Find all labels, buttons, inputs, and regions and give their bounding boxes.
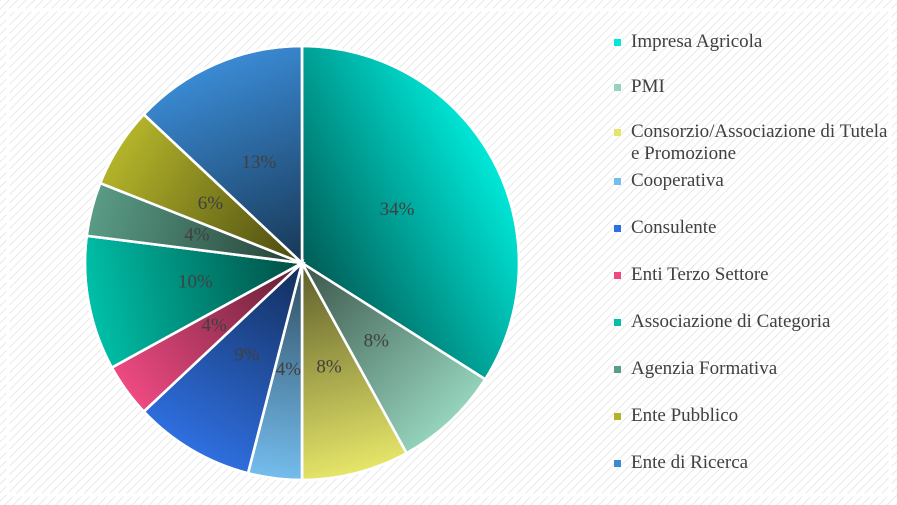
legend-item: Impresa Agricola <box>614 31 894 53</box>
legend-label: PMI <box>631 76 665 97</box>
legend-swatch <box>614 319 621 326</box>
legend-swatch <box>614 272 621 279</box>
legend-swatch <box>614 39 621 46</box>
frame <box>6 8 892 497</box>
legend-item: Ente Pubblico <box>614 405 894 427</box>
legend-item: Enti Terzo Settore <box>614 264 894 286</box>
legend-swatch <box>614 129 621 136</box>
data-label: 13% <box>241 152 276 173</box>
legend-label: Impresa Agricola <box>631 31 763 52</box>
legend-label: Ente Pubblico <box>631 405 739 426</box>
legend-label: Enti Terzo Settore <box>631 264 769 285</box>
legend-item: Consulente <box>614 217 894 239</box>
legend-swatch <box>614 225 621 232</box>
legend-swatch <box>614 366 621 373</box>
legend-label: Agenzia Formativa <box>631 358 778 379</box>
slice-shade <box>300 262 409 482</box>
legend-item: PMI <box>614 76 894 98</box>
data-label: 8% <box>364 330 390 351</box>
legend-label: Cooperativa <box>631 170 724 191</box>
slice-shade <box>142 44 304 266</box>
legend-label: Ente di Ricerca <box>631 452 749 473</box>
data-label: 9% <box>234 345 260 366</box>
legend-label: Consulente <box>631 217 717 238</box>
data-label: 34% <box>380 199 415 220</box>
legend-item: Associazione di Categoria <box>614 311 894 333</box>
legend-swatch <box>614 178 621 185</box>
legend-item: Agenzia Formativa <box>614 358 894 380</box>
data-label: 4% <box>202 315 228 336</box>
slice-shade <box>300 261 487 455</box>
data-label: 4% <box>184 224 210 245</box>
data-label: 10% <box>178 272 213 293</box>
data-label: 8% <box>316 356 342 377</box>
data-label: 4% <box>276 359 302 380</box>
legend-swatch <box>614 413 621 420</box>
slice-shade <box>142 259 305 475</box>
legend-item: Consorzio/Associazione di Tutela e Promo… <box>614 121 894 165</box>
legend-label: Consorzio/Associazione di Tutela e Promo… <box>631 121 888 164</box>
data-label: 6% <box>198 193 224 214</box>
legend-swatch <box>614 84 621 91</box>
legend-swatch <box>614 460 621 467</box>
legend-item: Ente di Ricerca <box>614 452 894 474</box>
slice-shade <box>83 234 306 370</box>
legend-label: Associazione di Categoria <box>631 311 831 332</box>
legend-item: Cooperativa <box>614 170 894 192</box>
